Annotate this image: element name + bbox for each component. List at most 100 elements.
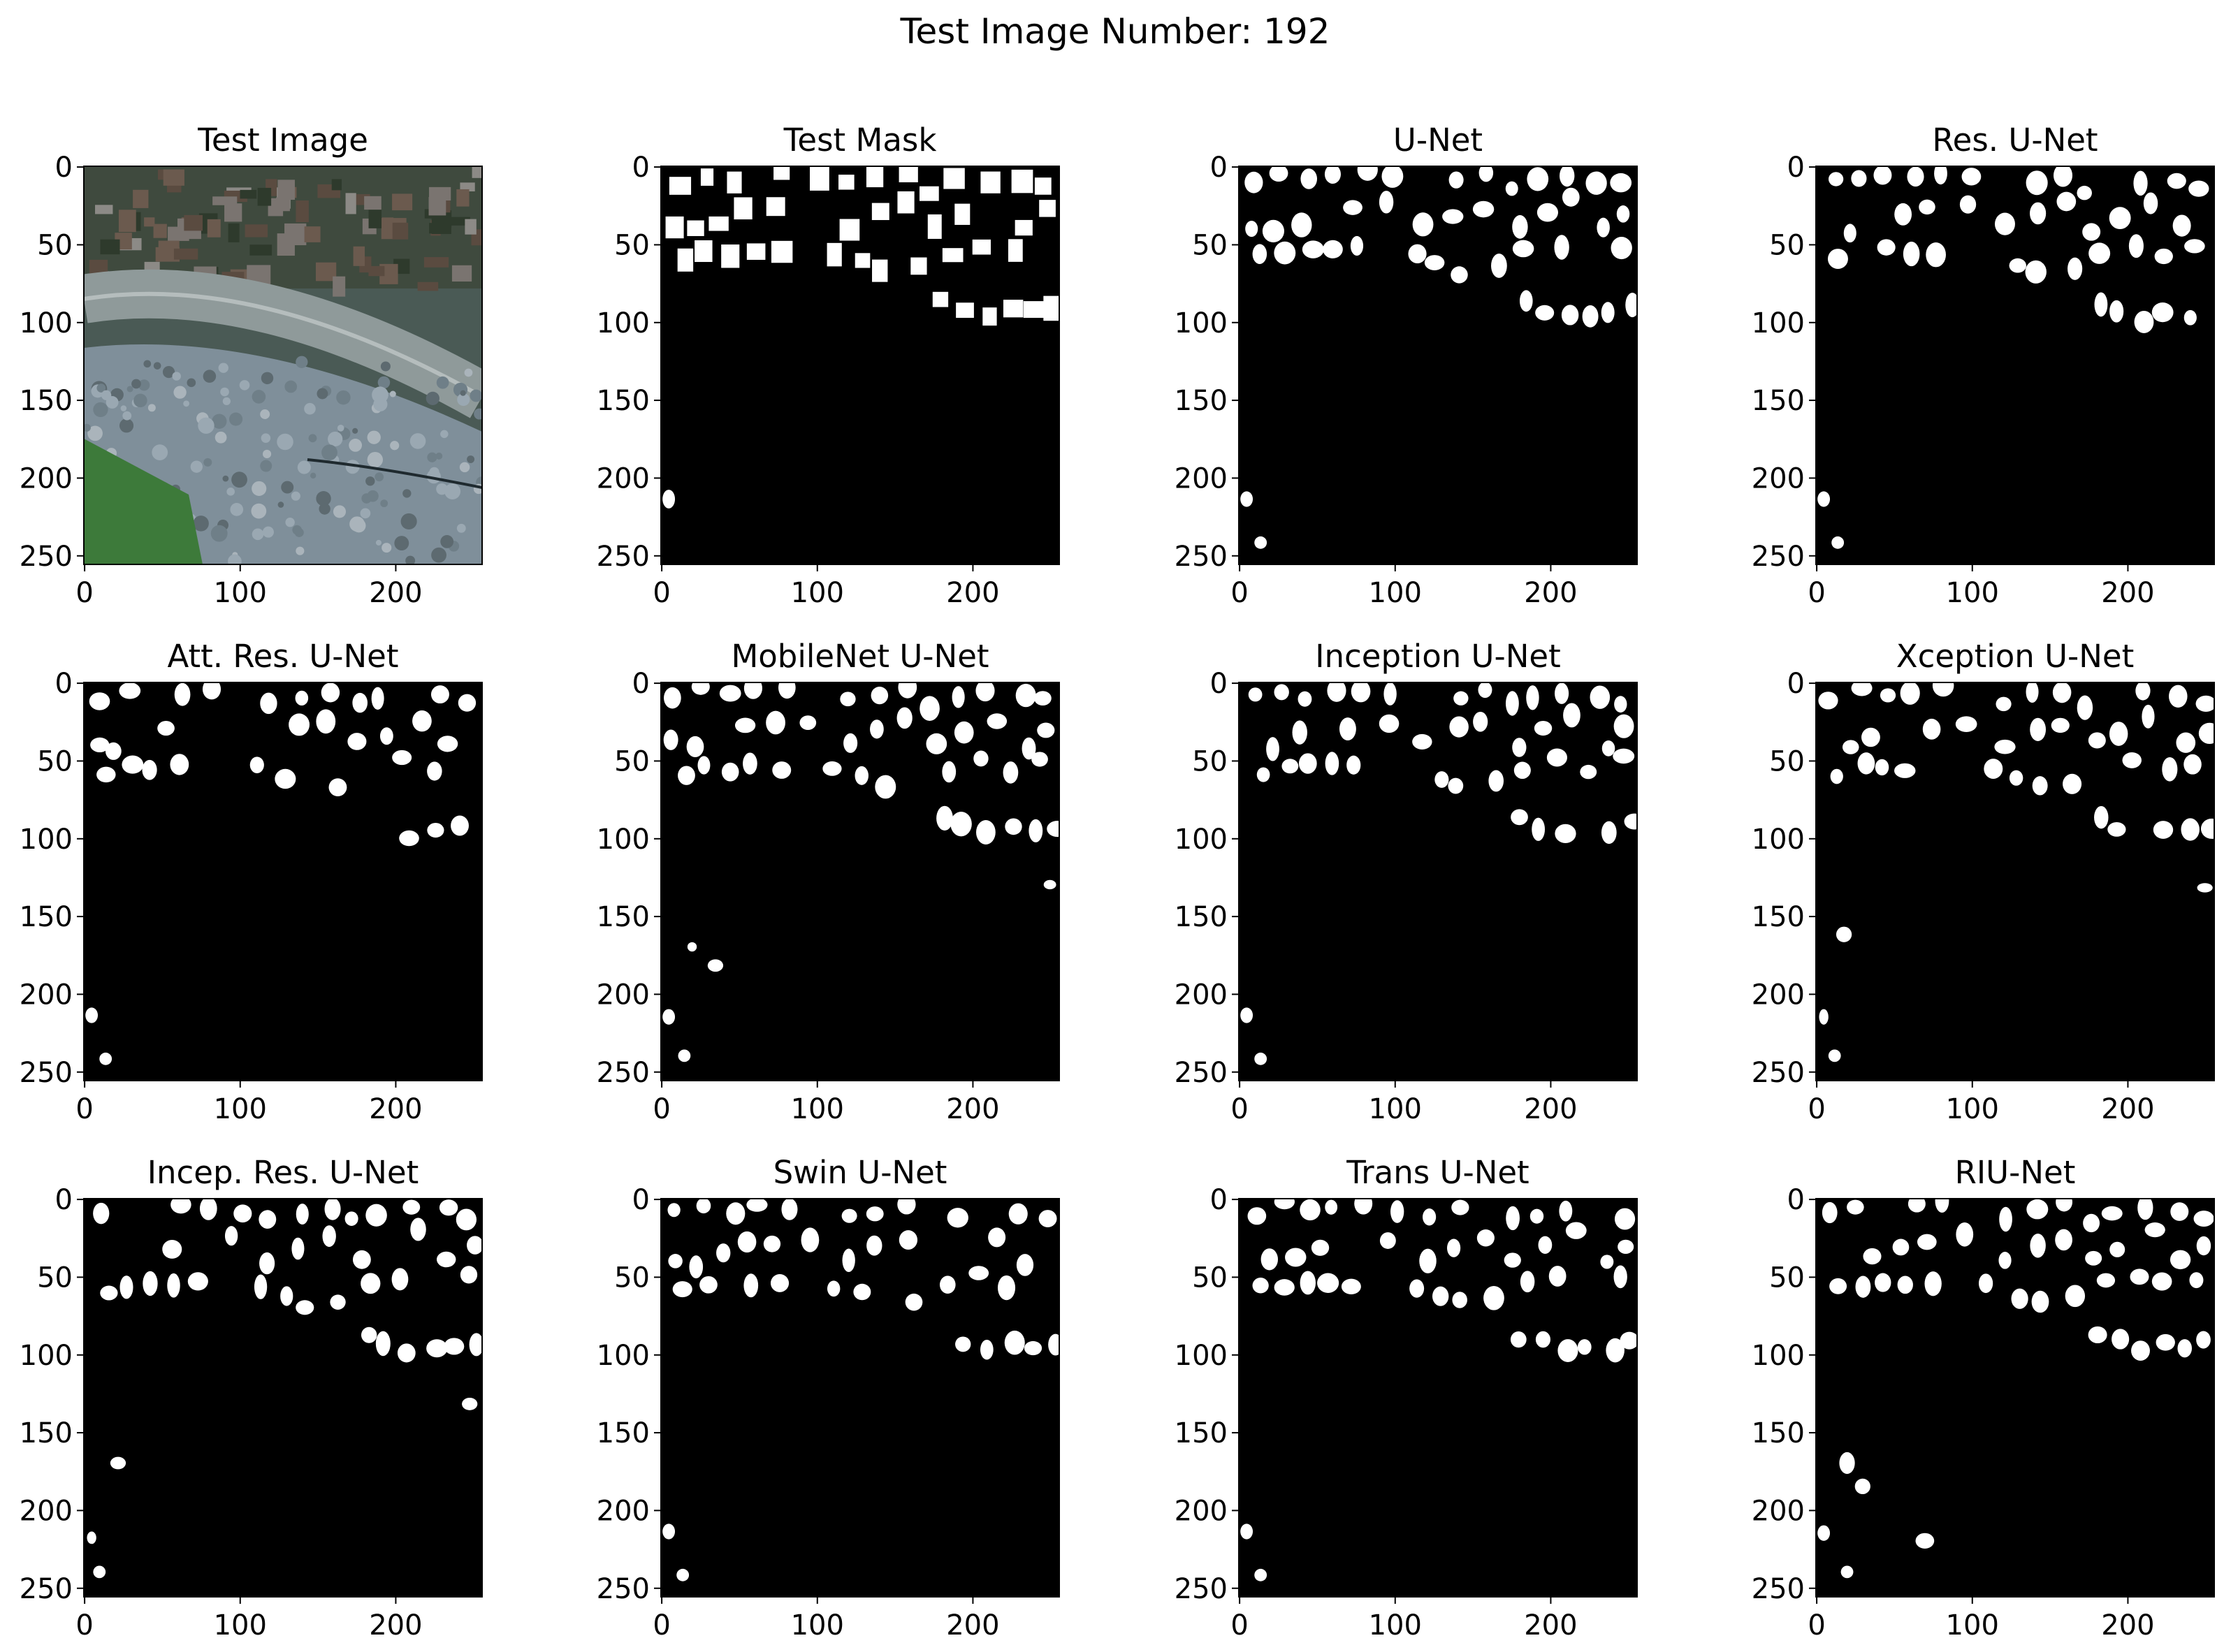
building-blob	[1008, 1203, 1028, 1225]
building-blob	[2063, 773, 2082, 794]
y-tick-label: 150	[1175, 1417, 1228, 1449]
mask-background	[84, 682, 482, 1081]
building-blob	[1614, 1208, 1636, 1230]
building-blob	[2196, 1236, 2211, 1256]
building-blob	[1851, 682, 1873, 696]
building-blob	[1624, 813, 1637, 830]
building-blob	[2101, 1206, 2123, 1221]
building-blob	[1557, 1339, 1578, 1362]
y-tick-label: 200	[20, 1495, 73, 1527]
building-blob	[1254, 536, 1267, 549]
panel-title: Swin U-Net	[773, 1154, 947, 1191]
building-blob	[2026, 682, 2039, 703]
building-blob	[689, 1255, 704, 1279]
building-blob	[1934, 166, 1947, 185]
building-blob	[1585, 171, 1607, 195]
x-tick-label: 100	[791, 577, 844, 609]
building-blob	[2065, 1285, 2086, 1308]
building-blob	[1907, 1199, 1926, 1213]
building-blob	[2094, 805, 2109, 829]
building-blob	[2151, 302, 2174, 323]
building-blob	[695, 240, 713, 263]
y-tick-label: 50	[1769, 1262, 1805, 1294]
building-blob	[1483, 1285, 1504, 1310]
building-blob	[1857, 752, 1875, 775]
building-blob	[1292, 720, 1307, 745]
building-blob	[1023, 301, 1045, 319]
building-blob	[1601, 302, 1615, 323]
x-tick-label: 200	[369, 577, 422, 609]
building-blob	[2025, 260, 2047, 284]
building-blob	[100, 1285, 118, 1301]
y-tick-label: 250	[597, 1057, 650, 1089]
building-blob	[721, 244, 740, 268]
building-blob	[2088, 242, 2111, 264]
building-blob	[1245, 221, 1258, 237]
building-blob	[170, 754, 189, 775]
x-tick-label: 200	[2101, 1093, 2154, 1125]
building-blob	[827, 1280, 841, 1297]
building-blob	[1379, 191, 1394, 214]
x-tick-label: 200	[369, 1609, 422, 1642]
building-blob	[2051, 717, 2070, 733]
building-blob	[2131, 1340, 2150, 1361]
building-blob	[347, 733, 367, 750]
y-tick-label: 250	[20, 1057, 73, 1089]
axes-frame	[83, 682, 483, 1081]
y-tick-label: 50	[37, 1262, 73, 1294]
building-blob	[839, 219, 860, 241]
y-tick-label: 100	[597, 824, 650, 856]
building-blob	[667, 1203, 681, 1218]
building-blob	[1291, 212, 1312, 237]
building-blob	[1536, 203, 1558, 222]
building-blob	[766, 197, 785, 217]
y-tick-label: 250	[597, 541, 650, 573]
building-blob	[352, 692, 368, 713]
building-blob	[708, 216, 729, 231]
axes-frame	[1238, 1198, 1638, 1598]
building-blob	[1600, 1255, 1614, 1269]
x-tick-label: 0	[653, 1609, 670, 1642]
building-blob	[1478, 682, 1492, 699]
building-blob	[1534, 720, 1553, 736]
axes-frame	[1815, 1198, 2215, 1598]
x-tick-label: 0	[653, 577, 670, 609]
building-blob	[1476, 1229, 1495, 1247]
building-blob	[988, 1227, 1006, 1248]
mask-background	[1816, 1199, 2214, 1597]
y-tick-label: 0	[1787, 1184, 1805, 1216]
y-tick-label: 150	[1175, 901, 1228, 933]
building-blob	[344, 1211, 358, 1226]
building-blob	[1555, 824, 1576, 844]
y-tick-label: 250	[1752, 1057, 1805, 1089]
axes-frame	[660, 682, 1060, 1081]
y-tick-label: 100	[597, 1340, 650, 1372]
building-blob	[737, 1231, 757, 1253]
building-blob	[458, 694, 477, 712]
building-blob	[866, 1235, 882, 1256]
building-blob	[1582, 305, 1599, 328]
building-blob	[687, 942, 697, 952]
building-blob	[1412, 733, 1432, 750]
building-blob	[167, 1273, 180, 1298]
mask-background	[1239, 1199, 1637, 1597]
y-tick-label: 150	[20, 1417, 73, 1449]
x-tick-label: 100	[1946, 1609, 1999, 1642]
building-blob	[439, 1199, 458, 1216]
building-blob	[2197, 883, 2213, 893]
building-blob	[1274, 684, 1289, 701]
building-blob	[2189, 1272, 2204, 1289]
building-blob	[1597, 217, 1610, 237]
building-blob	[1453, 691, 1469, 706]
building-blob	[1409, 1279, 1425, 1298]
y-tick-label: 50	[1192, 1262, 1228, 1294]
building-blob	[1031, 752, 1048, 767]
building-blob	[2172, 214, 2191, 237]
building-blob	[1618, 1239, 1634, 1255]
mask-background	[1239, 682, 1637, 1081]
building-blob	[2009, 770, 2023, 786]
